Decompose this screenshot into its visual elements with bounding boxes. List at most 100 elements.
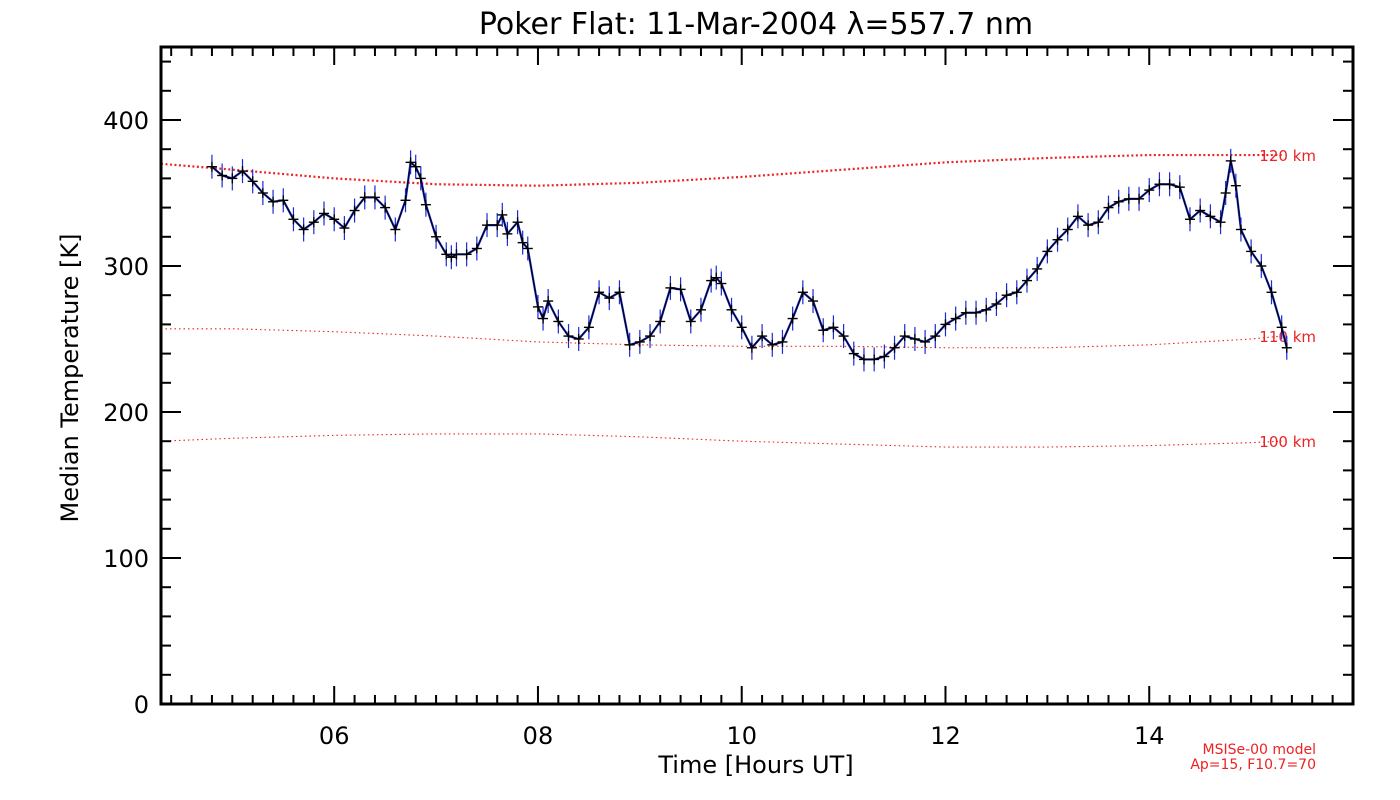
data-point bbox=[1052, 227, 1063, 252]
model-curves: 120 km 110 km 100 km bbox=[160, 147, 1316, 451]
data-point bbox=[777, 329, 788, 354]
y-axis-ticks: 0 100 200 300 400 bbox=[103, 60, 1353, 719]
x-tick-label: 14 bbox=[1134, 722, 1165, 750]
data-point bbox=[838, 324, 849, 349]
data-point bbox=[1215, 210, 1226, 235]
data-point bbox=[451, 242, 462, 267]
data-point bbox=[971, 300, 982, 325]
data-point bbox=[1184, 207, 1195, 232]
data-point bbox=[405, 150, 416, 175]
data-point bbox=[308, 210, 319, 235]
data-point bbox=[471, 236, 482, 261]
data-point bbox=[685, 309, 696, 334]
data-point bbox=[543, 289, 554, 314]
data-point bbox=[797, 280, 808, 305]
x-tick-label: 12 bbox=[930, 722, 961, 750]
data-point bbox=[502, 221, 513, 246]
data-point bbox=[278, 188, 289, 213]
data-point bbox=[380, 195, 391, 220]
data-point bbox=[930, 324, 941, 349]
data-point bbox=[227, 166, 238, 191]
data-point bbox=[268, 189, 279, 214]
data-point bbox=[940, 312, 951, 337]
data-point bbox=[415, 166, 426, 191]
y-axis-label: Median Temperature [K] bbox=[56, 233, 84, 522]
data-point bbox=[981, 297, 992, 322]
data-point bbox=[512, 210, 523, 235]
data-point bbox=[497, 202, 508, 227]
data-point bbox=[1123, 186, 1134, 211]
data-point bbox=[695, 297, 706, 322]
model-label-110-km: 110 km bbox=[1259, 328, 1316, 346]
data-point bbox=[848, 341, 859, 366]
data-point bbox=[1164, 172, 1175, 197]
data-point bbox=[1103, 195, 1114, 220]
data-point bbox=[1093, 210, 1104, 235]
data-point bbox=[1144, 178, 1155, 203]
model-note-line-2: Ap=15, F10.7=70 bbox=[1190, 757, 1316, 773]
data-point bbox=[899, 324, 910, 349]
data-point bbox=[1281, 335, 1292, 360]
data-point bbox=[329, 207, 340, 232]
data-point bbox=[634, 329, 645, 354]
data-point bbox=[991, 291, 1002, 316]
plot-frame bbox=[159, 45, 1355, 706]
data-point bbox=[247, 169, 258, 194]
model-curve-120-km bbox=[160, 153, 1282, 187]
data-point bbox=[583, 315, 594, 340]
data-point bbox=[787, 306, 798, 331]
data-point bbox=[1256, 254, 1267, 278]
data-point bbox=[1021, 268, 1032, 293]
data-point bbox=[594, 280, 605, 305]
data-point bbox=[1230, 173, 1241, 198]
model-label-120-km: 120 km bbox=[1259, 147, 1316, 165]
data-point bbox=[655, 309, 666, 334]
data-point bbox=[1276, 315, 1287, 340]
chart-title: Poker Flat: 11-Mar-2004 λ=557.7 nm bbox=[479, 7, 1033, 42]
data-point bbox=[746, 335, 757, 360]
data-point bbox=[950, 306, 961, 331]
data-point bbox=[909, 327, 920, 351]
data-point bbox=[736, 315, 747, 340]
data-point bbox=[645, 324, 656, 349]
data-point bbox=[1205, 204, 1216, 229]
x-tick-label: 06 bbox=[319, 722, 350, 750]
data-point bbox=[879, 344, 890, 369]
data-point bbox=[206, 154, 217, 179]
data-point bbox=[1154, 172, 1165, 197]
data-point bbox=[1062, 217, 1073, 242]
data-point bbox=[808, 289, 819, 314]
x-tick-label: 10 bbox=[726, 722, 757, 750]
model-curve-100-km bbox=[160, 433, 1282, 448]
data-point bbox=[960, 300, 971, 325]
data-point bbox=[1032, 256, 1043, 281]
data-point bbox=[757, 324, 768, 349]
data-point bbox=[1235, 217, 1246, 242]
data-point bbox=[446, 245, 457, 270]
data-point bbox=[1072, 204, 1083, 229]
data-point bbox=[869, 347, 880, 372]
data-point bbox=[920, 329, 931, 354]
y-tick-label: 200 bbox=[103, 399, 149, 427]
data-point bbox=[461, 242, 472, 267]
data-point bbox=[482, 213, 493, 238]
data-point bbox=[1001, 283, 1012, 308]
data-point bbox=[431, 224, 442, 249]
y-tick-label: 300 bbox=[103, 253, 149, 281]
model-note-line-1: MSISe-00 model bbox=[1202, 742, 1316, 758]
data-point bbox=[390, 217, 401, 242]
x-axis-label: Time [Hours UT] bbox=[657, 751, 853, 779]
series-envelope bbox=[211, 160, 1288, 361]
y-tick-label: 100 bbox=[103, 545, 149, 573]
data-point bbox=[400, 188, 411, 213]
data-point bbox=[675, 277, 686, 302]
data-point bbox=[1225, 148, 1236, 173]
data-point bbox=[217, 163, 228, 188]
data-point bbox=[1134, 186, 1145, 211]
y-tick-label: 400 bbox=[103, 107, 149, 135]
data-point bbox=[665, 275, 676, 300]
y-tick-label: 0 bbox=[134, 691, 149, 719]
data-point bbox=[532, 294, 543, 319]
data-point bbox=[339, 216, 350, 241]
